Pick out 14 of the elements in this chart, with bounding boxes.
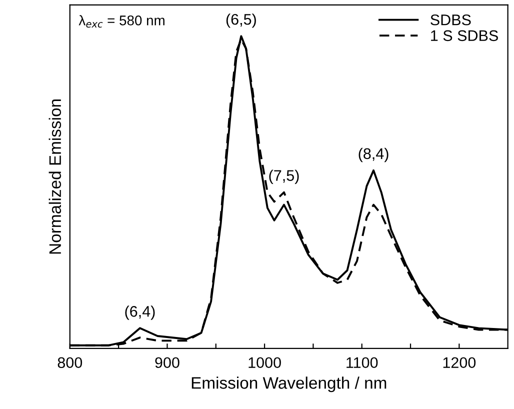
x-tick-label: 800 bbox=[58, 357, 82, 368]
annotation: (8,4) bbox=[358, 148, 388, 162]
annotation: (6,5) bbox=[226, 14, 256, 28]
x-tick-label: 1200 bbox=[443, 357, 476, 368]
x-tick-label: 1100 bbox=[346, 357, 378, 368]
annotation: (7,5) bbox=[269, 170, 299, 184]
x-axis-title: Emission Wavelength / nm bbox=[192, 376, 386, 392]
x-tick-label: 1000 bbox=[248, 357, 281, 368]
legend-label: SDBS bbox=[430, 14, 471, 26]
x-tick-label: 900 bbox=[155, 357, 180, 368]
text: λ$_{exc}$ = 580 nm bbox=[78, 15, 164, 28]
legend-label: 1 S SDBS bbox=[431, 30, 498, 42]
annotation: (6,4) bbox=[125, 306, 155, 320]
y-axis-title: Normalized Emission bbox=[48, 100, 62, 254]
